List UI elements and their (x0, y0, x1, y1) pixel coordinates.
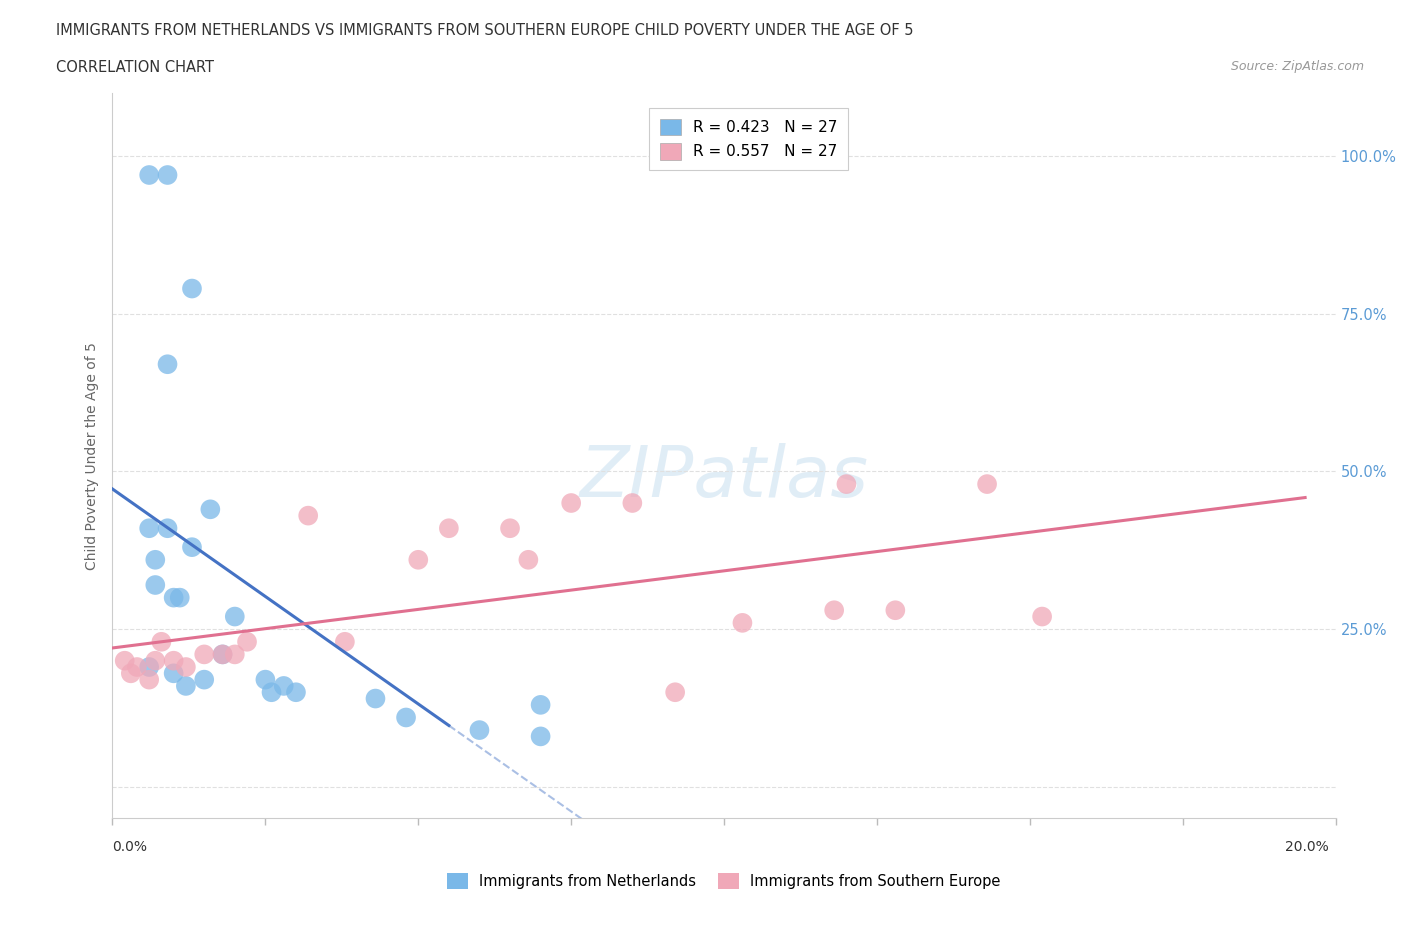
Point (517, 552, 540, 567)
Point (156, 357, 179, 372)
Point (174, 679, 197, 694)
Text: CORRELATION CHART: CORRELATION CHART (56, 60, 214, 75)
Point (163, 666, 186, 681)
Point (224, 647, 246, 662)
Point (138, 672, 160, 687)
Point (200, 502, 222, 517)
Point (664, 684, 686, 699)
Point (560, 496, 582, 511)
Point (224, 609, 246, 624)
Point (284, 684, 308, 699)
Text: IMMIGRANTS FROM NETHERLANDS VS IMMIGRANTS FROM SOUTHERN EUROPE CHILD POVERTY UND: IMMIGRANTS FROM NETHERLANDS VS IMMIGRANT… (56, 23, 914, 38)
Point (174, 659, 197, 674)
Point (114, 653, 136, 668)
Point (254, 672, 277, 687)
Point (530, 698, 553, 712)
Point (530, 729, 553, 744)
Point (156, 167, 179, 182)
Point (260, 684, 283, 699)
Text: 0.0%: 0.0% (112, 840, 148, 854)
Point (125, 659, 148, 674)
Y-axis label: Child Poverty Under the Age of 5: Child Poverty Under the Age of 5 (84, 341, 98, 570)
Point (169, 591, 191, 605)
Point (138, 659, 160, 674)
Point (437, 521, 460, 536)
Point (163, 591, 186, 605)
Text: Source: ZipAtlas.com: Source: ZipAtlas.com (1230, 60, 1364, 73)
Point (731, 616, 754, 631)
Point (193, 672, 215, 687)
Point (333, 634, 356, 649)
Point (211, 647, 233, 662)
Point (150, 634, 173, 649)
Point (181, 281, 204, 296)
Point (976, 477, 998, 492)
Point (120, 666, 142, 681)
Point (163, 653, 186, 668)
Point (156, 521, 179, 536)
Point (297, 508, 319, 523)
Point (823, 603, 845, 618)
Point (138, 167, 160, 182)
Point (211, 647, 233, 662)
Point (621, 496, 644, 511)
Point (273, 679, 295, 694)
Legend: Immigrants from Netherlands, Immigrants from Southern Europe: Immigrants from Netherlands, Immigrants … (441, 867, 1007, 895)
Point (236, 634, 259, 649)
Text: 20.0%: 20.0% (1285, 840, 1329, 854)
Point (395, 710, 418, 724)
Point (408, 552, 430, 567)
Point (499, 521, 522, 536)
Point (468, 723, 491, 737)
Text: ZIPatlas: ZIPatlas (579, 443, 869, 512)
Point (193, 647, 215, 662)
Point (143, 653, 166, 668)
Point (364, 691, 387, 706)
Point (143, 552, 166, 567)
Point (181, 539, 204, 554)
Point (1031, 609, 1053, 624)
Point (835, 477, 858, 492)
Point (138, 521, 160, 536)
Point (143, 578, 166, 592)
Point (884, 603, 907, 618)
